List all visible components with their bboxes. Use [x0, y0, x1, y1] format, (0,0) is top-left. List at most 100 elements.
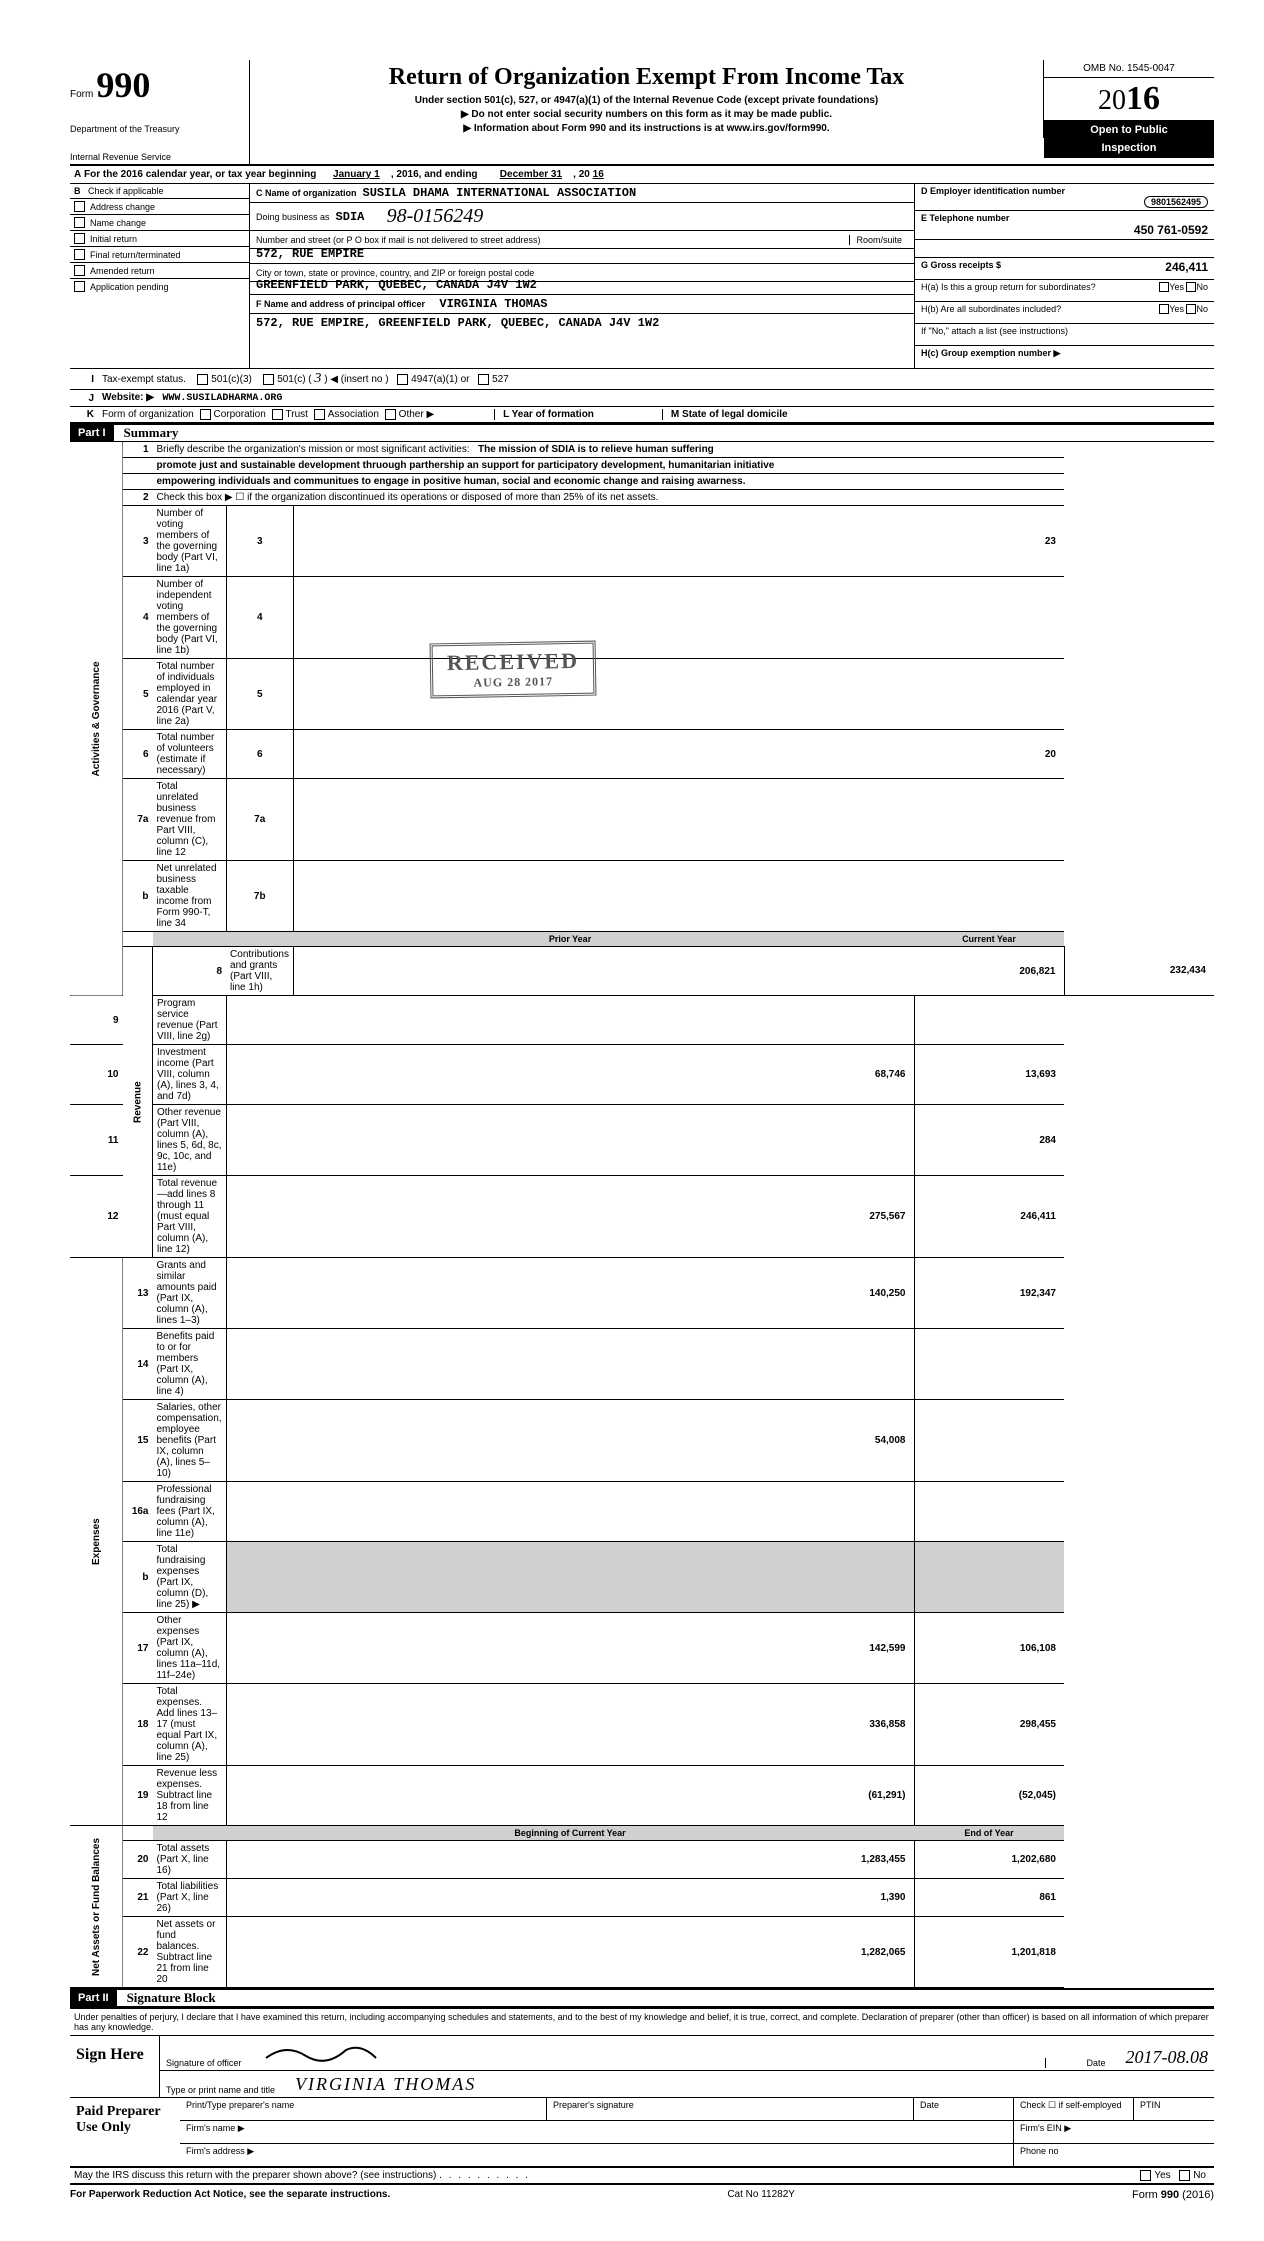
received-stamp: RECEIVED AUG 28 2017: [430, 641, 597, 699]
officer-label: F Name and address of principal officer: [256, 299, 425, 309]
officer-name: VIRGINIA THOMAS: [439, 297, 547, 311]
check-address-change[interactable]: Address change: [70, 199, 249, 215]
typed-name: VIRGINIA THOMAS: [295, 2074, 476, 2095]
check-name-change[interactable]: Name change: [70, 215, 249, 231]
line-a-suffix: , 20: [573, 169, 590, 180]
form-id-box: Form 990 Department of the Treasury Inte…: [70, 60, 250, 164]
col-right: D Employer identification number 9801562…: [914, 184, 1214, 368]
form-title-box: Return of Organization Exempt From Incom…: [250, 60, 1044, 138]
sidebar-expenses: Expenses: [70, 1258, 123, 1826]
form-ref: Form 990 (2016): [1132, 2189, 1214, 2201]
line-k: K Form of organization Corporation Trust…: [70, 407, 1214, 423]
col-b-header: Check if applicable: [88, 186, 164, 196]
phone-value: 450 761-0592: [921, 223, 1208, 237]
no-label: No: [1196, 282, 1208, 299]
street-label: Number and street (or P O box if mail is…: [256, 235, 540, 245]
notice-ssn: ▶ Do not enter social security numbers o…: [258, 109, 1035, 120]
declaration-text: Under penalties of perjury, I declare th…: [70, 2009, 1214, 2036]
line-a-end: December 31: [500, 169, 562, 180]
tax-year: 2016: [1044, 78, 1214, 120]
line-a-letter: A: [74, 169, 81, 180]
sidebar-revenue: Revenue: [123, 947, 153, 1258]
ein-handwritten: 98-0156249: [387, 205, 484, 228]
col-b: B Check if applicable Address change Nam…: [70, 184, 250, 368]
inspection: Inspection: [1044, 140, 1214, 158]
dba-value: SDIA: [336, 210, 365, 224]
signature-scribble-icon: [261, 2038, 381, 2068]
dept-irs: Internal Revenue Service: [70, 152, 243, 162]
paid-preparer-label: Paid Preparer Use Only: [70, 2098, 180, 2166]
val-3: 23: [293, 506, 1064, 577]
check-amended[interactable]: Amended return: [70, 263, 249, 279]
h-a-label: H(a) Is this a group return for subordin…: [921, 282, 1159, 299]
form-year-box: OMB No. 1545-0047 2016 Open to Public In…: [1044, 60, 1214, 158]
type-name-label: Type or print name and title: [166, 2085, 275, 2095]
open-to-public: Open to Public: [1044, 120, 1214, 140]
form-word: Form: [70, 89, 93, 100]
check-final-return[interactable]: Final return/terminated: [70, 247, 249, 263]
form-subtitle: Under section 501(c), 527, or 4947(a)(1)…: [258, 95, 1035, 106]
line-a-begin: January 1: [333, 169, 380, 180]
website-label: Website: ▶: [102, 392, 154, 403]
boy-header: Beginning of Current Year: [226, 1826, 914, 1841]
h-b-label: H(b) Are all subordinates included?: [921, 304, 1159, 321]
street-value: 572, RUE EMPIRE: [256, 247, 364, 261]
eoy-header: End of Year: [914, 1826, 1064, 1841]
notice-info: ▶ Information about Form 990 and its ins…: [258, 123, 1035, 134]
m-state: M State of legal domicile: [662, 409, 796, 420]
gross-receipts-label: G Gross receipts $: [921, 260, 1001, 277]
l-year: L Year of formation: [494, 409, 602, 420]
line-2: Check this box ▶ ☐ if the organization d…: [153, 490, 1065, 506]
year-prefix: 20: [1098, 85, 1126, 116]
form-title: Return of Organization Exempt From Incom…: [258, 64, 1035, 91]
firm-name-label: Firm's name ▶: [180, 2121, 1014, 2143]
part-ii-tag: Part II: [70, 1990, 117, 2006]
prior-year-header: Prior Year: [226, 932, 914, 947]
phone-label: E Telephone number: [921, 213, 1208, 223]
check-self-employed: Check ☐ if self-employed: [1014, 2098, 1134, 2120]
check-application-pending[interactable]: Application pending: [70, 279, 249, 294]
paid-preparer-block: Paid Preparer Use Only Print/Type prepar…: [70, 2098, 1214, 2168]
part-i-header: Part I Summary: [70, 423, 1214, 442]
dept-treasury: Department of the Treasury: [70, 124, 243, 134]
insert-no: 3: [314, 371, 321, 386]
sign-here-label: Sign Here: [70, 2036, 160, 2097]
city-value: GREENFIELD PARK, QUEBEC, CANADA J4V 1W2: [256, 278, 537, 292]
line-a-mid: , 2016, and ending: [391, 169, 478, 180]
part-ii-title: Signature Block: [117, 1990, 216, 2006]
col-b-letter: B: [74, 186, 88, 196]
part-i-title: Summary: [114, 425, 179, 441]
date-label: Date: [1045, 2058, 1105, 2068]
discuss-text: May the IRS discuss this return with the…: [74, 2170, 436, 2181]
officer-address: 572, RUE EMPIRE, GREENFIELD PARK, QUEBEC…: [256, 316, 659, 330]
firm-ein-label: Firm's EIN ▶: [1014, 2121, 1214, 2143]
paperwork-notice: For Paperwork Reduction Act Notice, see …: [70, 2189, 390, 2201]
form-number: 990: [96, 65, 150, 105]
mission-line1: The mission of SDIA is to relieve human …: [478, 444, 714, 455]
preparer-sig-label: Preparer's signature: [547, 2098, 914, 2120]
val-6: 20: [293, 730, 1064, 779]
summary-table: Activities & Governance 1 Briefly descri…: [70, 442, 1214, 1988]
sidebar-governance: Activities & Governance: [70, 442, 123, 996]
omb-number: OMB No. 1545-0047: [1044, 60, 1214, 78]
col-c: C Name of organization SUSILA DHAMA INTE…: [250, 184, 914, 368]
page-footer: For Paperwork Reduction Act Notice, see …: [70, 2185, 1214, 2201]
sidebar-net-assets: Net Assets or Fund Balances: [70, 1826, 123, 1988]
current-year-header: Current Year: [914, 932, 1064, 947]
mission-line3: empowering individuals and communitues t…: [153, 474, 1065, 490]
line-j: J Website: ▶ WWW.SUSILADHARMA.ORG: [70, 390, 1214, 407]
ptin-label: PTIN: [1134, 2098, 1214, 2120]
ein-value: 9801562495: [1144, 196, 1208, 208]
ein-label: D Employer identification number: [921, 186, 1208, 196]
room-label: Room/suite: [849, 235, 902, 245]
check-initial-return[interactable]: Initial return: [70, 231, 249, 247]
line-i: I Tax-exempt status. 501(c)(3) 501(c) ( …: [70, 369, 1214, 390]
org-name: SUSILA DHAMA INTERNATIONAL ASSOCIATION: [363, 186, 637, 200]
paid-date-label: Date: [914, 2098, 1014, 2120]
preparer-name-label: Print/Type preparer's name: [180, 2098, 547, 2120]
sig-officer-label: Signature of officer: [166, 2058, 241, 2068]
form-of-org-label: Form of organization: [102, 409, 194, 420]
part-i-tag: Part I: [70, 425, 114, 441]
city-label: City or town, state or province, country…: [256, 268, 534, 278]
form-header: Form 990 Department of the Treasury Inte…: [70, 60, 1214, 166]
